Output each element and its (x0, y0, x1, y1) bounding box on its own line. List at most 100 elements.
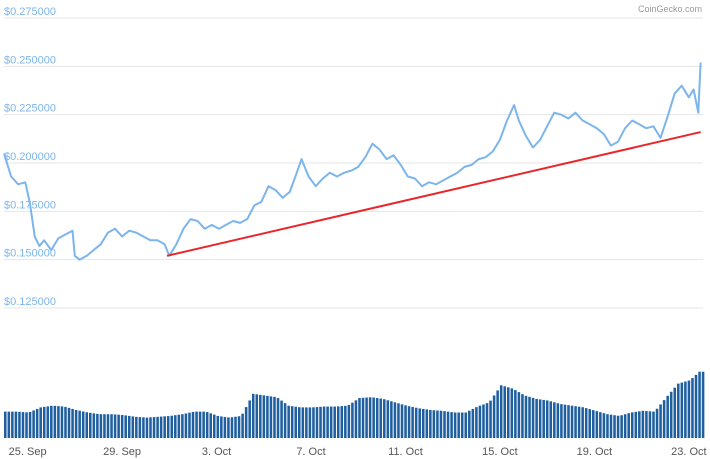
volume-bar (609, 414, 613, 438)
volume-bar (174, 415, 177, 438)
volume-bar (570, 405, 574, 438)
volume-bar (652, 411, 655, 438)
x-axis-ticks: 25. Sep 29. Sep 3. Oct 7. Oct 11. Oct 15. Oct… (9, 446, 707, 458)
volume-bar (181, 414, 184, 438)
volume-bar (315, 407, 319, 438)
volume-bar (680, 382, 684, 438)
volume-bar (106, 414, 110, 438)
volume-bar (46, 406, 50, 438)
volume-bar (457, 412, 460, 438)
volume-bar (432, 410, 436, 438)
volume-bar (666, 395, 669, 438)
volume-bar (14, 411, 18, 438)
y-tick-label: $0.275000 (4, 6, 56, 18)
volume-bar (11, 411, 14, 438)
volume-bar (453, 412, 457, 438)
volume-bar (96, 413, 99, 438)
volume-bar (262, 395, 266, 438)
volume-bar (478, 405, 482, 438)
volume-bar (439, 410, 443, 438)
volume-bar (450, 412, 453, 438)
volume-bar (425, 409, 429, 438)
volume-bar (78, 410, 81, 438)
volume-bar (524, 395, 528, 438)
volume-bar (531, 397, 535, 438)
volume-bar (383, 399, 386, 438)
volume-bar (358, 398, 361, 438)
volume-bar (574, 406, 577, 438)
trend-series (166, 131, 701, 257)
y-axis-ticks: $0.275000 $0.250000 $0.225000 $0.200000 $0.1… (4, 6, 56, 308)
volume-bar (230, 417, 234, 438)
volume-bar (584, 408, 588, 438)
volume-bar (124, 415, 127, 438)
volume-bar (577, 406, 581, 438)
volume-bar (103, 414, 106, 438)
volume-bar (89, 412, 92, 438)
volume-bar (553, 402, 556, 438)
volume-bar (156, 416, 159, 438)
volume-bar (269, 396, 273, 438)
volume-bar (280, 400, 283, 438)
x-tick-label: 7. Oct (296, 446, 325, 458)
volume-bar (623, 414, 627, 438)
volume-bar (259, 394, 262, 438)
volume-bar (386, 400, 390, 438)
volume-bar (340, 406, 344, 438)
volume-bar (294, 406, 298, 438)
volume-bar (67, 407, 71, 438)
volume-bar (223, 416, 227, 438)
volume-bar (142, 417, 145, 438)
volume-bar (538, 399, 542, 438)
volume-bar (290, 406, 294, 438)
volume-bar (216, 415, 220, 438)
volume-bar (198, 411, 202, 438)
volume-bar (354, 400, 358, 438)
x-tick-label: 29. Sep (103, 446, 141, 458)
volume-bar (336, 406, 340, 438)
credit-label[interactable]: CoinGecko.com (638, 4, 702, 14)
trend-line (166, 131, 701, 257)
volume-bar (32, 410, 35, 438)
volume-bar (202, 411, 205, 438)
volume-bar (489, 400, 492, 438)
y-gridlines (4, 17, 703, 309)
volume-bar (418, 408, 421, 438)
volume-bar (163, 416, 166, 438)
volume-bar (344, 405, 347, 438)
volume-bar (542, 399, 545, 438)
volume-bar (149, 417, 152, 438)
volume-bar (627, 413, 630, 438)
volume-bar (205, 412, 209, 438)
volume-bars (4, 371, 705, 438)
volume-bar (212, 414, 216, 438)
volume-bar (127, 415, 131, 438)
volume-bar (506, 387, 510, 438)
volume-bar (429, 409, 432, 438)
volume-bar (365, 397, 368, 438)
volume-bar (28, 411, 32, 438)
volume-bar (645, 411, 648, 438)
volume-bar (120, 414, 124, 438)
volume-bar (361, 397, 365, 438)
volume-bar (188, 412, 191, 438)
volume-bar (595, 411, 599, 438)
volume-bar (74, 409, 78, 438)
volume-bar (602, 413, 606, 438)
volume-bar (191, 411, 195, 438)
volume-bar (85, 412, 89, 438)
volume-bar (514, 390, 517, 438)
volume-bar (283, 403, 287, 438)
volume-bar (400, 404, 404, 438)
volume-bar (535, 398, 538, 438)
volume-bar (606, 414, 609, 438)
volume-bar (21, 412, 25, 438)
volume-bar (620, 415, 623, 438)
volume-bar (276, 398, 280, 438)
volume-bar (322, 406, 326, 438)
volume-bar (220, 416, 223, 438)
volume-bar (659, 404, 662, 438)
volume-bar (372, 397, 375, 438)
volume-bar (691, 378, 694, 438)
